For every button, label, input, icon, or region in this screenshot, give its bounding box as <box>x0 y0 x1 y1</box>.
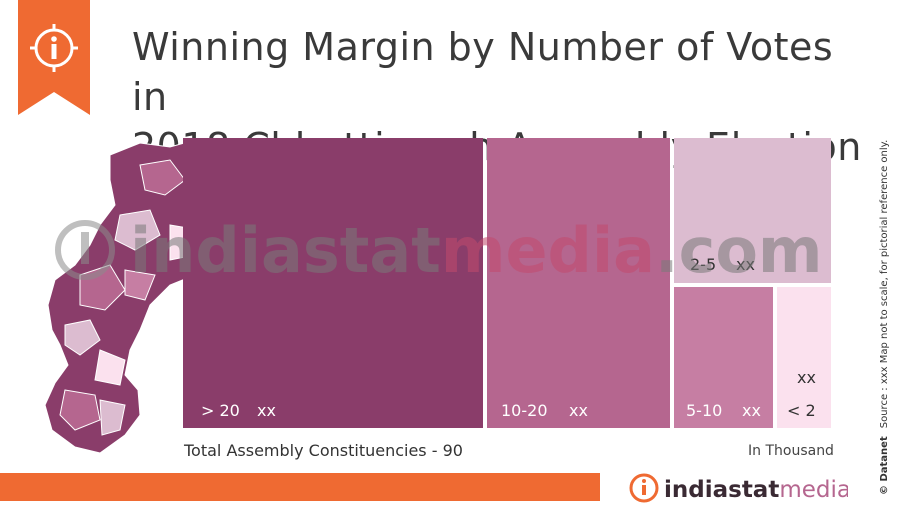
treemap-category-label: < 2 <box>787 401 816 420</box>
svg-text:indiastatmedia.com: indiastatmedia.com <box>130 214 823 287</box>
winning-margin-treemap: > 20 xx 10-20 xx 2-5 xx 5-10 xx < 2 xx <box>183 138 831 428</box>
logo-text-2: media <box>779 477 848 503</box>
treemap-category-label: > 20 <box>201 401 240 420</box>
treemap-value-label: xx <box>569 401 588 420</box>
watermark-text-2: media <box>441 214 655 287</box>
logo-text-1: indiastat <box>664 477 779 503</box>
unit-note: In Thousand <box>748 443 834 459</box>
info-icon <box>30 24 78 72</box>
treemap-value-label: xx <box>257 401 276 420</box>
title-line-1: Winning Margin by Number of Votes in <box>132 25 834 119</box>
watermark-text-3: .com <box>655 214 823 287</box>
treemap-category-label: 5-10 <box>686 401 722 420</box>
svg-text:indiastatmedia: indiastatmedia <box>664 477 848 503</box>
treemap-cell-2-5 <box>674 138 831 283</box>
treemap-cell-20 <box>183 138 483 428</box>
watermark-text-1: indiastat <box>130 214 441 287</box>
side-brand: © Datanet <box>879 436 890 495</box>
treemap-value-label: xx <box>736 255 755 274</box>
indiastatmedia-watermark: indiastatmedia.com <box>55 214 823 287</box>
treemap-value-label: xx <box>797 368 816 387</box>
treemap-category-label: 10-20 <box>501 401 548 420</box>
footer-bar <box>0 473 600 501</box>
indiastatmedia-logo: indiastatmedia <box>629 473 848 503</box>
total-constituencies-note: Total Assembly Constituencies - 90 <box>184 441 463 460</box>
treemap-cell-2 <box>777 287 831 428</box>
treemap-cell-10-20 <box>487 138 670 428</box>
treemap-category-label: 2-5 <box>690 255 716 274</box>
side-note-text: Source : xxx Map not to scale, for picto… <box>879 140 890 428</box>
info-badge <box>18 0 90 115</box>
treemap-value-label: xx <box>742 401 761 420</box>
treemap-cell-5-10 <box>674 287 773 428</box>
svg-text:© DatanetSource : xxx Map no: © Datanet Source : xxx Map not to scale, … <box>879 140 890 495</box>
side-note: © Datanet Source : xxx Map not to scale, … <box>879 140 890 495</box>
